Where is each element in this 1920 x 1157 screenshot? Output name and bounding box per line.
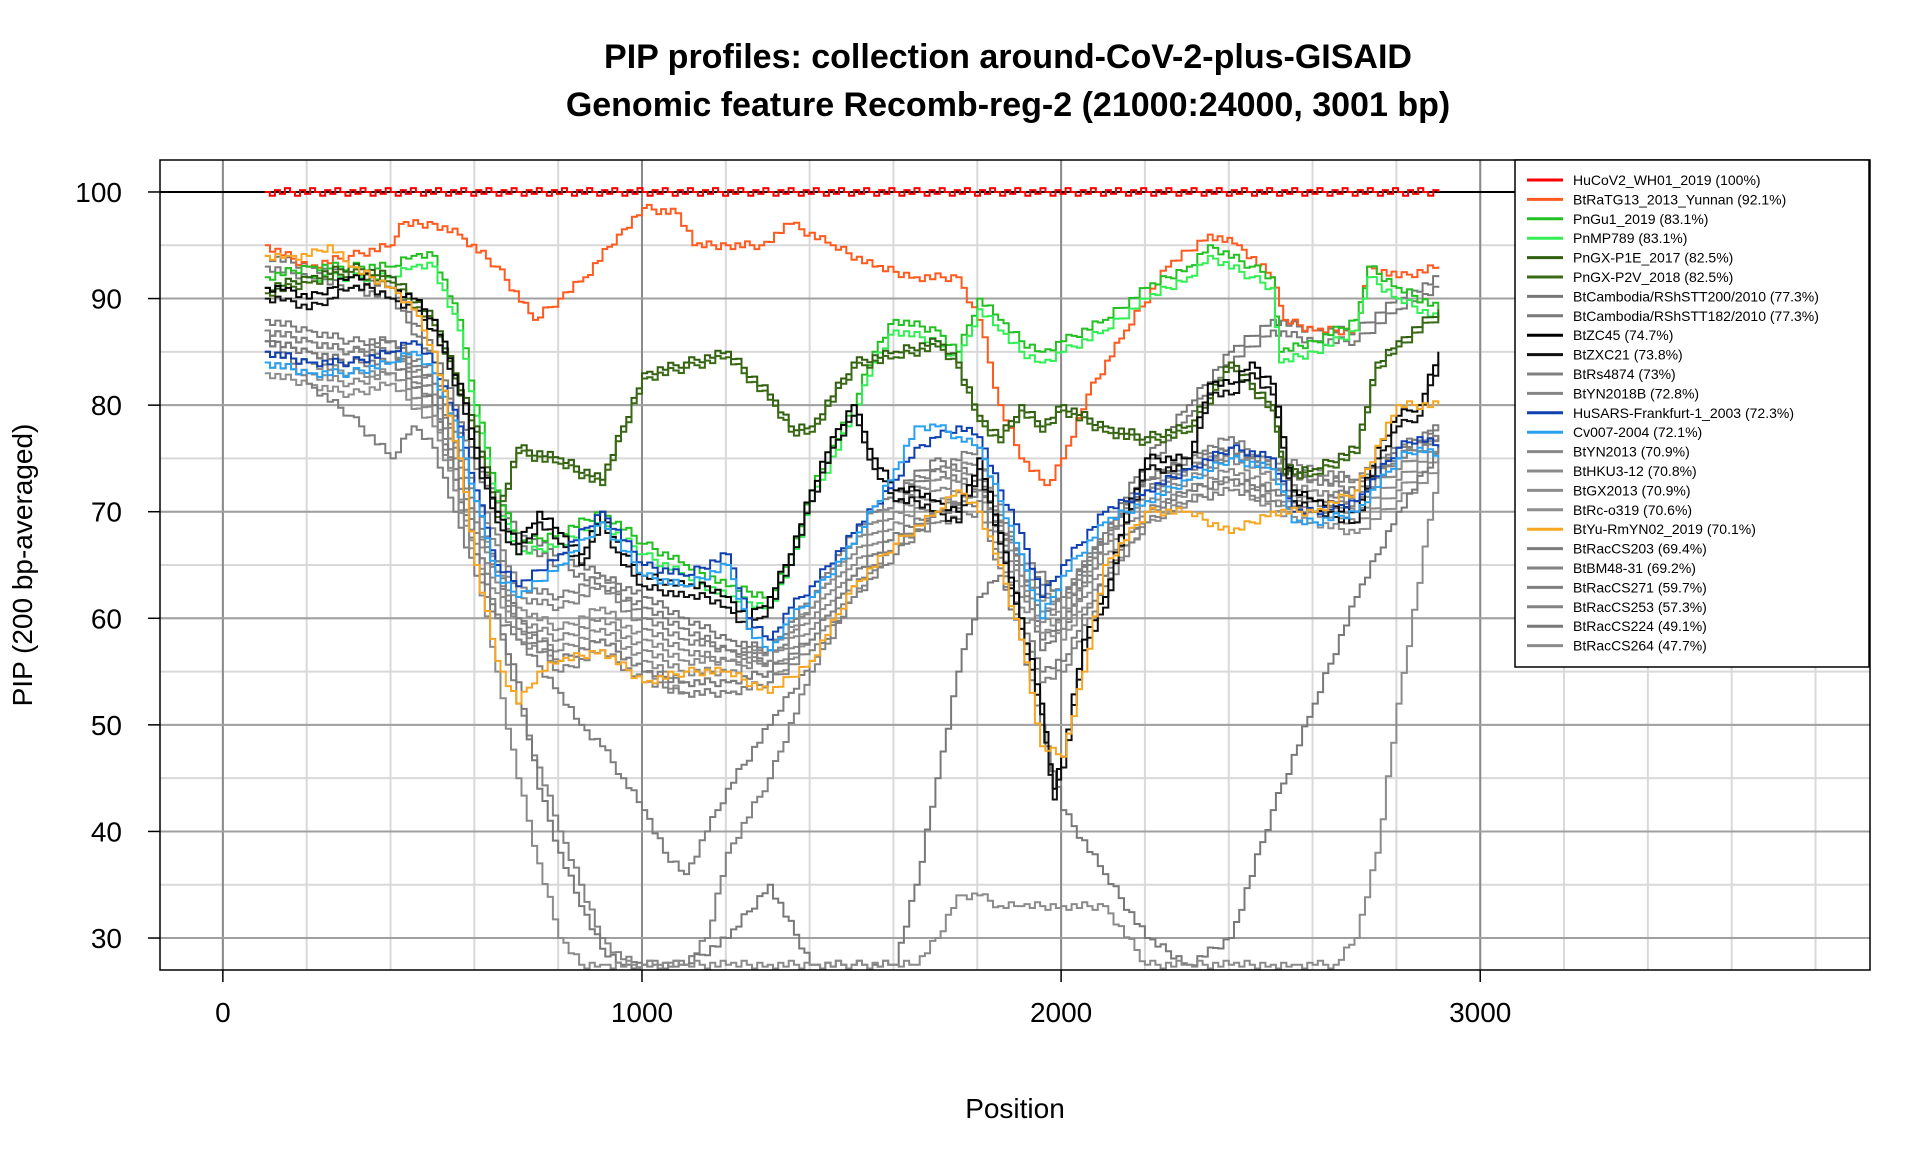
legend-label: BtYu-RmYN02_2019 (70.1%) [1573,521,1756,537]
legend-label: BtCambodia/RShSTT182/2010 (77.3%) [1573,308,1819,324]
legend-label: BtGX2013 (70.9%) [1573,482,1691,498]
legend-label: BtZC45 (74.7%) [1573,327,1673,343]
y-axis: 30 40 50 60 70 80 90 100 [75,177,160,954]
legend-label: BtYN2018B (72.8%) [1573,385,1699,401]
x-axis: 0 1000 2000 3000 [215,970,1511,1028]
series-line [264,350,1440,652]
x-tick-label: 1000 [611,997,673,1028]
x-tick-label: 2000 [1030,997,1092,1028]
legend-label: BtRacCS224 (49.1%) [1573,618,1707,634]
series-line [264,350,1440,677]
legend-label: BtRc-o319 (70.6%) [1573,502,1692,518]
series-line [264,361,1440,688]
series-line [264,254,1440,610]
series-line [264,244,1440,758]
legend-label: BtHKU3-12 (70.8%) [1573,463,1697,479]
legend: HuCoV2_WH01_2019 (100%) BtRaTG13_2013_Yun… [1514,159,1870,668]
legend-label: PnGX-P1E_2017 (82.5%) [1573,250,1733,266]
y-tick-label: 40 [91,816,122,847]
plot-frame [159,159,1871,971]
legend-label: HuSARS-Frankfurt-1_2003 (72.3%) [1573,405,1794,421]
x-axis-label: Position [965,1093,1065,1124]
series-line [264,272,1440,790]
y-tick-label: 30 [91,923,122,954]
legend-label: PnGX-P2V_2018 (82.5%) [1573,269,1733,285]
legend-label: BtZXC21 (73.8%) [1573,347,1683,363]
series-line [264,187,1440,197]
legend-label: BtRacCS253 (57.3%) [1573,599,1707,615]
legend-label: BtRaTG13_2013_Yunnan (92.1%) [1573,191,1786,207]
legend-label: PnGu1_2019 (83.1%) [1573,211,1708,227]
x-tick-label: 3000 [1449,997,1511,1028]
legend-box [1514,159,1870,668]
legend-label: BtRacCS271 (59.7%) [1573,579,1707,595]
y-axis-label: PIP (200 bp-averaged) [7,424,38,707]
series-line [264,203,1440,487]
legend-label: HuCoV2_WH01_2019 (100%) [1573,172,1761,188]
y-tick-label: 60 [91,603,122,634]
y-tick-label: 90 [91,284,122,315]
y-tick-label: 80 [91,390,122,421]
chart-title: PIP profiles: collection around-CoV-2-pl… [604,38,1412,76]
series-line [264,283,1440,801]
x-tick-label: 0 [215,997,231,1028]
series-line [264,350,1440,970]
legend-label: BtRs4874 (73%) [1573,366,1676,382]
series-lines [264,187,1440,970]
series-line [264,329,1440,970]
y-tick-label: 50 [91,710,122,741]
y-tick-label: 70 [91,497,122,528]
legend-label: PnMP789 (83.1%) [1573,230,1687,246]
legend-label: BtRacCS203 (69.4%) [1573,541,1707,557]
chart-subtitle: Genomic feature Recomb-reg-2 (21000:2400… [566,86,1450,124]
y-tick-label: 100 [75,177,122,208]
legend-label: BtCambodia/RShSTT200/2010 (77.3%) [1573,288,1819,304]
legend-label: BtYN2013 (70.9%) [1573,444,1690,460]
series-line [264,340,1440,970]
legend-label: BtRacCS264 (47.7%) [1573,638,1707,654]
legend-label: BtBM48-31 (69.2%) [1573,560,1696,576]
legend-label: Cv007-2004 (72.1%) [1573,424,1702,440]
